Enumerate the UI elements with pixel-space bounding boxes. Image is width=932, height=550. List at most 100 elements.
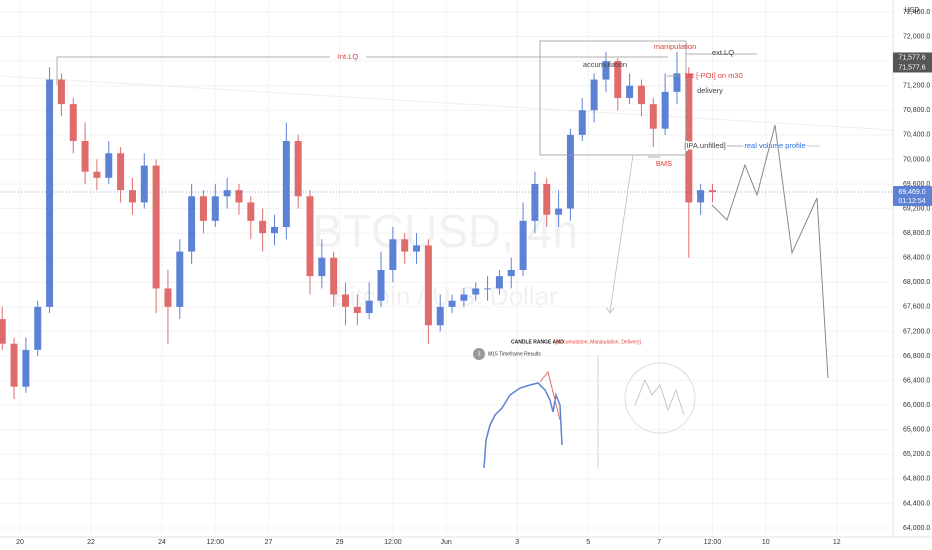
projection	[711, 124, 829, 379]
candle-body	[365, 300, 373, 313]
candle-body	[637, 85, 645, 105]
candle-body	[188, 196, 196, 252]
ext-lq-label: ext.LQ	[712, 48, 734, 57]
candle-body	[0, 319, 6, 344]
candle-body	[235, 190, 243, 203]
candle-body	[282, 140, 290, 227]
x-tick-label: 29	[336, 539, 344, 546]
candle-body	[566, 134, 574, 209]
candle-body	[306, 196, 314, 277]
candle-body	[448, 300, 456, 307]
arrow-line	[609, 154, 634, 313]
manipulation-label: manipulation	[654, 42, 697, 51]
int-lq-line	[56, 56, 330, 85]
candle-body	[484, 288, 492, 290]
x-tick-label: 12:00	[207, 539, 225, 546]
candle-body	[10, 343, 18, 387]
candle-body	[270, 226, 278, 234]
y-tick-label: 70,800.0	[903, 107, 930, 114]
candle-body	[413, 245, 421, 252]
y-tick-label: 64,400.0	[903, 500, 930, 507]
annotations: Int.LQ manipulation ext.LQ accumulation …	[56, 40, 829, 379]
poi-label: 1st [-POI] on m30	[684, 71, 743, 80]
candle-body	[697, 190, 705, 203]
candle-body	[22, 349, 30, 387]
inset-badge	[473, 348, 485, 360]
candle-body	[531, 183, 539, 221]
y-tick-label: 72,000.0	[903, 33, 930, 40]
candle-body	[211, 196, 219, 221]
candle-body	[128, 190, 136, 203]
candle-body	[614, 61, 622, 98]
candle-body	[140, 165, 148, 203]
candle-body	[685, 73, 693, 203]
candle-body	[519, 220, 527, 270]
grid	[0, 0, 893, 537]
candle-body	[46, 79, 54, 307]
delivery-label: delivery	[697, 86, 723, 95]
accumulation-label: accumulation	[583, 60, 627, 69]
inset-mini-chart	[539, 370, 561, 421]
ipa-label: [IPA.unfilled]	[684, 141, 726, 150]
candle-body	[389, 239, 397, 270]
price-axis	[893, 0, 932, 550]
x-tick-label: 22	[87, 539, 95, 546]
candle-body	[673, 73, 681, 92]
candle-body	[342, 294, 350, 307]
candle-body	[578, 110, 586, 135]
candle-body	[34, 306, 42, 350]
arrow-head	[605, 306, 615, 314]
range-box	[539, 40, 687, 156]
level-label: 71,577.6	[898, 64, 925, 71]
candle-body	[105, 153, 113, 178]
candle-body	[460, 294, 468, 301]
x-tick-label: 5	[586, 539, 590, 546]
x-tick-label: 27	[265, 539, 273, 546]
y-tick-label: 66,800.0	[903, 353, 930, 360]
y-tick-label: 70,000.0	[903, 156, 930, 163]
y-tick-label: 69,200.0	[903, 205, 930, 212]
candle-body	[164, 288, 172, 307]
candle-body	[401, 239, 409, 252]
x-tick-label: 12:00	[384, 539, 402, 546]
y-tick-label: 65,600.0	[903, 427, 930, 434]
candle-body	[436, 306, 444, 326]
int-lq-label: Int.LQ	[338, 52, 359, 61]
candle-body	[590, 79, 598, 111]
x-tick-label: 10	[762, 539, 770, 546]
candle-body	[57, 79, 65, 105]
candle-body	[495, 276, 503, 289]
x-tick-label: 3	[515, 539, 519, 546]
inset-badge-text: 3	[478, 351, 481, 357]
inset-circle	[624, 362, 696, 434]
candle-body	[69, 104, 77, 141]
inset: CANDLE RANGE AMD [Accumulation, Manipula…	[473, 339, 696, 469]
candle-body	[424, 245, 432, 326]
candle-body	[318, 257, 326, 277]
inset-subtitle: [Accumulation, Manipulation, Delivery]	[556, 339, 641, 345]
candle-body	[199, 196, 207, 221]
y-tick-label: 70,400.0	[903, 132, 930, 139]
candle-body	[507, 269, 515, 277]
candle-body	[543, 183, 551, 215]
candle-body	[626, 85, 634, 98]
currency: USD	[905, 7, 920, 14]
y-tick-label: 68,800.0	[903, 230, 930, 237]
candle-body	[294, 140, 302, 197]
y-tick-label: 66,000.0	[903, 402, 930, 409]
candle-body	[247, 202, 255, 221]
y-tick-label: 68,000.0	[903, 279, 930, 286]
y-tick-label: 65,200.0	[903, 451, 930, 458]
y-tick-label: 67,600.0	[903, 304, 930, 311]
candle-body	[708, 190, 716, 193]
y-tick-label: 71,200.0	[903, 83, 930, 90]
inset-title: CANDLE RANGE AMD	[511, 339, 564, 345]
x-tick-label: 20	[16, 539, 24, 546]
candle-body	[353, 306, 361, 313]
y-tick-label: 68,400.0	[903, 255, 930, 262]
candle-body	[117, 153, 125, 191]
candle-body	[649, 104, 657, 129]
level-box	[893, 52, 932, 63]
y-tick-label: 64,000.0	[903, 525, 930, 532]
